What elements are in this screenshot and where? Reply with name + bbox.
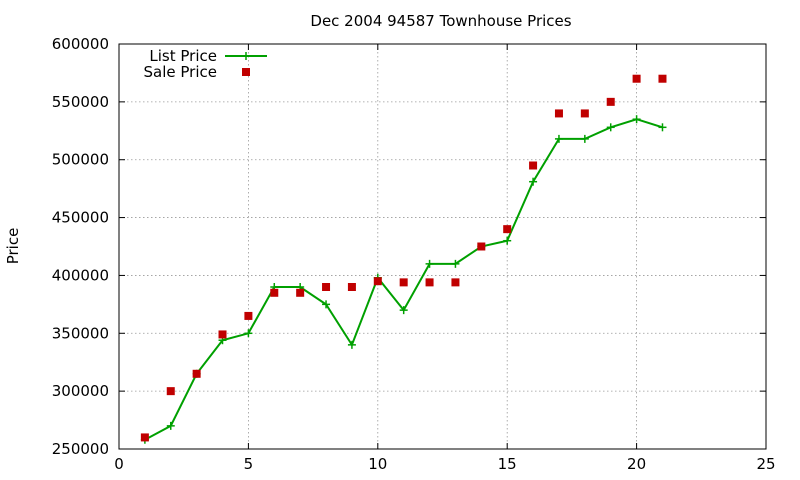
legend-marker-list-price xyxy=(242,52,250,60)
x-tick-label: 0 xyxy=(114,455,124,473)
list-price-point xyxy=(580,134,589,143)
legend-marker-sale-price xyxy=(242,68,250,76)
sale-price-point xyxy=(658,74,667,83)
sale-price-point xyxy=(425,278,434,287)
y-axis-label: Price xyxy=(4,228,22,265)
y-tick-label: 450000 xyxy=(52,209,109,227)
y-tick-label: 350000 xyxy=(52,324,109,342)
sale-price-point xyxy=(399,278,408,287)
x-tick-label: 5 xyxy=(244,455,254,473)
sale-price-point xyxy=(192,369,201,378)
sale-price-point xyxy=(218,330,227,339)
sale-price-point xyxy=(373,277,382,286)
x-tick-label: 10 xyxy=(368,455,387,473)
sale-price-point xyxy=(244,311,253,320)
sale-price-point xyxy=(606,97,615,106)
y-tick-label: 250000 xyxy=(52,440,109,458)
list-price-point xyxy=(554,134,563,143)
data-series xyxy=(140,74,667,444)
sale-price-point xyxy=(347,283,356,291)
plot-frame xyxy=(118,43,767,450)
sale-price-point xyxy=(166,387,175,396)
sale-price-point xyxy=(529,161,538,170)
grid-lines xyxy=(119,44,766,449)
sale-price-point xyxy=(554,109,563,118)
sale-price-point xyxy=(296,288,305,297)
x-tick-label: 20 xyxy=(627,455,646,473)
sale-price-point xyxy=(140,433,149,442)
list-price-point xyxy=(244,329,253,338)
sale-price-point xyxy=(322,283,331,291)
sale-price-point xyxy=(270,288,279,297)
list-price-point xyxy=(632,115,641,124)
legend-label-sale-price: Sale Price xyxy=(144,63,217,81)
x-tick-label: 15 xyxy=(498,455,517,473)
y-tick-label: 550000 xyxy=(52,93,109,111)
legend-label-list-price: List Price xyxy=(149,47,217,65)
axis-ticks: 0 5 10 15 20 25 250000 300000 350000 400000 450000… xyxy=(52,35,776,473)
sale-price-point xyxy=(503,225,512,234)
sale-price-point xyxy=(451,278,460,287)
list-price-point xyxy=(451,259,460,268)
list-price-point xyxy=(425,259,434,268)
chart-title: Dec 2004 94587 Townhouse Prices xyxy=(310,12,571,30)
legend: List Price Sale Price xyxy=(144,47,267,81)
y-tick-label: 500000 xyxy=(52,151,109,169)
list-price-point xyxy=(399,306,408,315)
list-price-point xyxy=(606,123,615,132)
list-price-point xyxy=(347,340,356,349)
list-price-point xyxy=(529,177,538,186)
list-price-point xyxy=(322,300,331,309)
list-price-point xyxy=(658,123,667,132)
y-tick-label: 300000 xyxy=(52,382,109,400)
sale-price-point xyxy=(632,74,641,83)
sale-price-point xyxy=(580,109,589,118)
y-tick-label: 400000 xyxy=(52,266,109,284)
x-tick-label: 25 xyxy=(756,455,775,473)
sale-price-point xyxy=(477,242,486,251)
list-price-point xyxy=(166,421,175,430)
y-tick-label: 600000 xyxy=(52,35,109,53)
list-price-point xyxy=(503,236,512,245)
